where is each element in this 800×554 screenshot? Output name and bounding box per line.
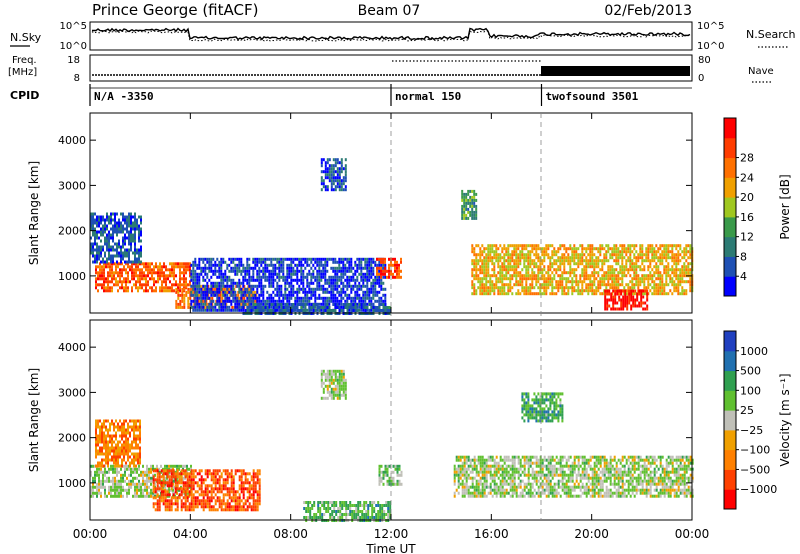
y-axis-label: Slant Range [km] (27, 161, 41, 265)
date-title: 02/Feb/2013 (604, 3, 692, 19)
colorbar-swatch (724, 197, 736, 218)
cpid-label: CPID (10, 89, 39, 102)
power-axis: 1000 2000 3000 4000 Slant Range [km] (27, 134, 692, 283)
colorbar-tick-label: 12 (740, 231, 754, 244)
freq-label: Freq. (12, 55, 37, 66)
colorbar-title: Velocity [m s⁻¹] (778, 373, 792, 466)
nsky-label: N.Sky (10, 31, 42, 44)
y-axis-label: Slant Range [km] (27, 368, 41, 472)
nave-tick-top: 80 (698, 55, 711, 66)
colorbar-swatch (724, 469, 736, 490)
nave-label: Nave (748, 66, 774, 77)
x-tick-label: 00:00 (73, 527, 108, 541)
colorbar-tick-label: 25 (740, 404, 754, 417)
y-tick-label: 2000 (58, 432, 86, 445)
cpid-segment-label: N/A -3350 (94, 90, 154, 103)
colorbar-tick-label: 4 (740, 270, 747, 283)
colorbar-swatch (724, 118, 736, 139)
nave-block-twofsound (541, 66, 690, 76)
colorbar-swatch (724, 350, 736, 372)
colorbar-swatch (724, 236, 736, 257)
colorbar-swatch (724, 177, 736, 198)
colorbar-tick-label: 28 (740, 152, 754, 165)
colorbar-swatch (724, 370, 736, 391)
y-tick-label: 3000 (58, 179, 86, 192)
freq-tick-bottom: 8 (74, 73, 80, 84)
y-tick-label: 1000 (58, 477, 86, 490)
noise-panel-frame (89, 21, 693, 51)
freq-panel-frame (89, 54, 693, 82)
colorbar-tick-label: −100 (740, 444, 770, 457)
colorbar-tick-label: 500 (740, 365, 761, 378)
y-tick-label: 2000 (58, 225, 86, 238)
x-tick-label: 08:00 (273, 527, 308, 541)
cpid-segment-label: normal 150 (395, 90, 461, 103)
noise-right-tick-top: 10^5 (697, 21, 724, 32)
freq-unit-label: [MHz] (8, 67, 37, 78)
colorbar-tick-label: 16 (740, 211, 754, 224)
colorbar-tick-label: −25 (740, 424, 763, 437)
freq-tick-top: 18 (67, 55, 80, 66)
colorbar-swatch (724, 137, 736, 159)
colorbar-swatch (724, 256, 736, 277)
colorbar-swatch (724, 216, 736, 238)
noise-left-tick-bottom: 10^0 (60, 41, 87, 52)
x-tick-label: 04:00 (173, 527, 208, 541)
beam-title: Beam 07 (358, 3, 421, 19)
colorbar-tick-label: 8 (740, 250, 747, 263)
colorbar-tick-label: −500 (740, 463, 770, 476)
velocity-colorbar: 1000 500 100 25 −25 −100 −500 −1000 Velocity [m … (723, 330, 792, 510)
y-tick-label: 4000 (58, 134, 86, 147)
velocity-axis: 1000 2000 3000 4000 Slant Range [km] (27, 341, 692, 490)
nave-tick-bottom: 0 (698, 73, 704, 84)
power-colorbar: 4 8 12 16 20 24 28 Power [dB] (723, 117, 792, 297)
colorbar-tick-label: 20 (740, 191, 754, 204)
noise-series-line (91, 27, 691, 41)
colorbar-title: Power [dB] (778, 174, 792, 239)
colorbar-swatch (724, 276, 736, 297)
colorbar-swatch (724, 157, 736, 178)
station-title: Prince George (fitACF) (92, 1, 258, 19)
y-tick-label: 4000 (58, 341, 86, 354)
y-tick-label: 1000 (58, 270, 86, 283)
x-tick-label: 16:00 (474, 527, 509, 541)
colorbar-frame (723, 330, 737, 510)
colorbar-swatch (724, 331, 736, 352)
velocity-cells (90, 369, 694, 522)
y-tick-label: 3000 (58, 386, 86, 399)
noise-right-tick-bottom: 10^0 (697, 41, 724, 52)
colorbar-tick-label: 1000 (740, 345, 768, 358)
x-axis-label: Time UT (365, 542, 416, 554)
x-tick-label: 12:00 (374, 527, 409, 541)
x-tick-label: 20:00 (574, 527, 609, 541)
power-cells (90, 158, 694, 315)
cpid-row: N/A -3350 normal 150 twofsound 3501 (89, 84, 639, 106)
noise-left-tick-top: 10^5 (60, 21, 87, 32)
colorbar-tick-label: 100 (740, 384, 761, 397)
colorbar-swatch (724, 489, 736, 510)
colorbar-swatch (724, 449, 736, 470)
noise-search-line (91, 30, 691, 42)
colorbar-frame (723, 117, 737, 297)
colorbar-swatch (724, 410, 736, 431)
time-axis: 00:00 04:00 08:00 12:00 16:00 20:00 00:00 (73, 113, 710, 541)
nsearch-label: N.Search (746, 28, 796, 41)
colorbar-swatch (724, 390, 736, 411)
cpid-segment-label: twofsound 3501 (546, 90, 639, 103)
colorbar-tick-label: −1000 (740, 483, 777, 496)
colorbar-tick-label: 24 (740, 171, 754, 184)
x-tick-label: 00:00 (675, 527, 710, 541)
colorbar-swatch (724, 429, 736, 451)
